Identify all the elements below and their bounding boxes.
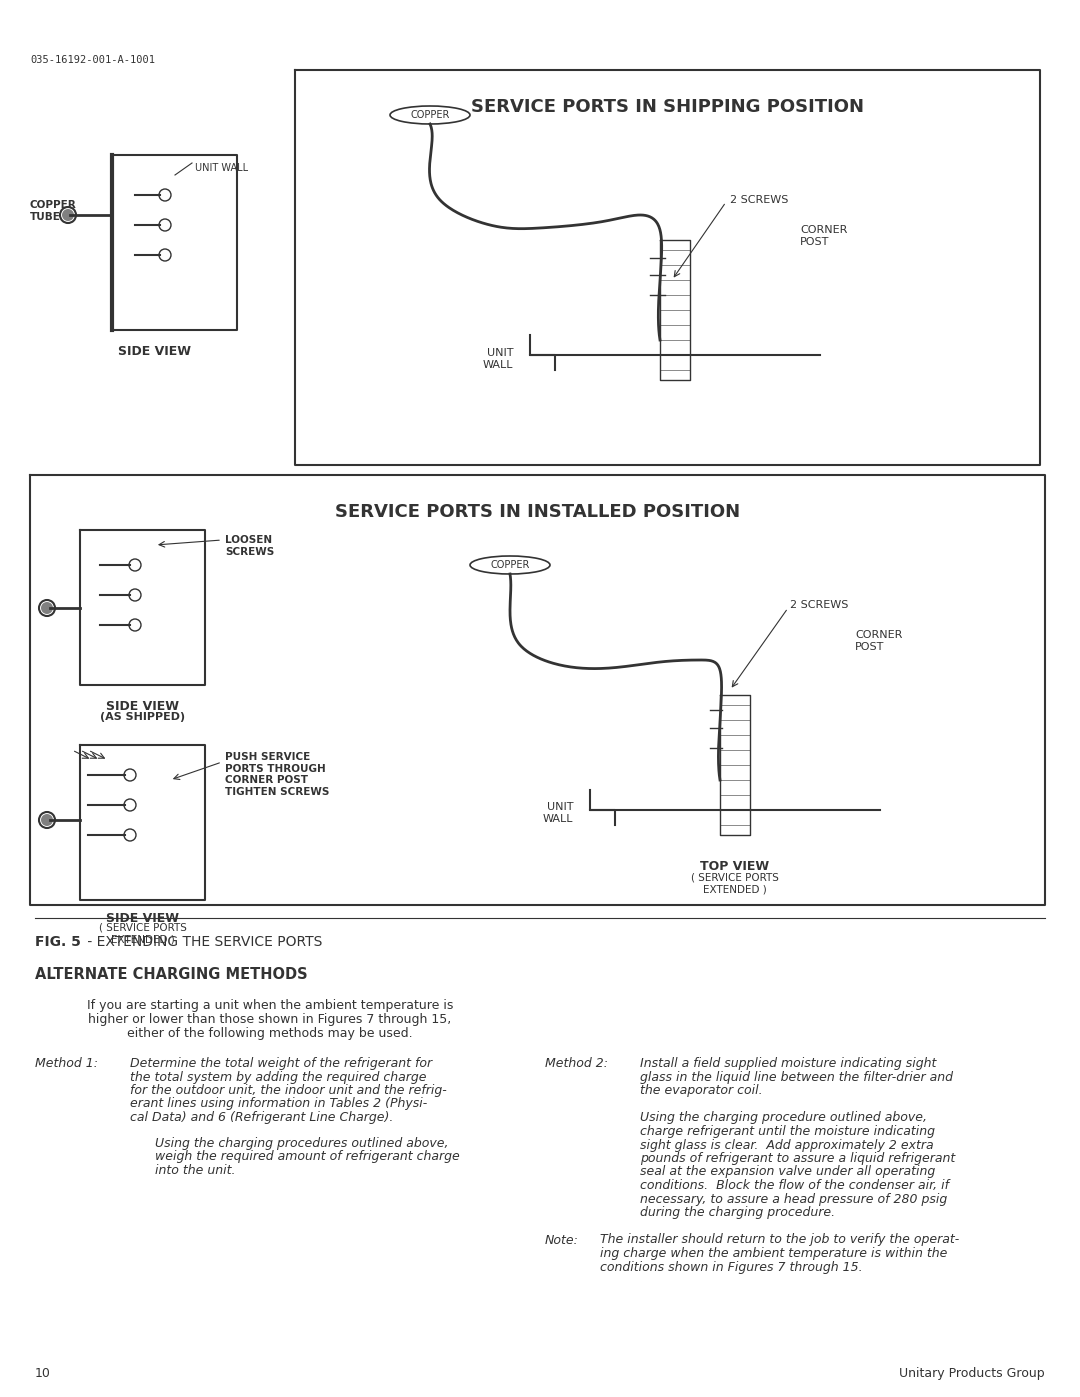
Text: glass in the liquid line between the filter-drier and: glass in the liquid line between the fil… [640, 1070, 953, 1084]
Circle shape [41, 602, 53, 615]
Text: SIDE VIEW: SIDE VIEW [107, 912, 179, 925]
Text: CORNER
POST: CORNER POST [855, 630, 903, 651]
Text: TOP VIEW: TOP VIEW [701, 861, 770, 873]
Text: Unitary Products Group: Unitary Products Group [900, 1368, 1045, 1380]
Text: EXTENDED ): EXTENDED ) [111, 935, 175, 944]
Text: COPPER: COPPER [410, 110, 449, 120]
Text: COPPER
TUBE: COPPER TUBE [30, 200, 77, 222]
Text: SIDE VIEW: SIDE VIEW [119, 345, 191, 358]
Text: EXTENDED ): EXTENDED ) [703, 884, 767, 894]
Text: 2 SCREWS: 2 SCREWS [730, 196, 788, 205]
Text: The installer should return to the job to verify the operat-: The installer should return to the job t… [600, 1234, 959, 1246]
Text: erant lines using information in Tables 2 (Physi-: erant lines using information in Tables … [130, 1098, 428, 1111]
Text: conditions shown in Figures 7 through 15.: conditions shown in Figures 7 through 15… [600, 1260, 863, 1274]
Text: the total system by adding the required charge: the total system by adding the required … [130, 1070, 427, 1084]
Circle shape [41, 814, 53, 826]
Text: pounds of refrigerant to assure a liquid refrigerant: pounds of refrigerant to assure a liquid… [640, 1153, 955, 1165]
Text: Install a field supplied moisture indicating sight: Install a field supplied moisture indica… [640, 1058, 936, 1070]
Text: WALL: WALL [483, 360, 513, 370]
Text: necessary, to assure a head pressure of 280 psig: necessary, to assure a head pressure of … [640, 1193, 947, 1206]
Text: PUSH SERVICE
PORTS THROUGH
CORNER POST
TIGHTEN SCREWS: PUSH SERVICE PORTS THROUGH CORNER POST T… [225, 752, 329, 796]
Text: ( SERVICE PORTS: ( SERVICE PORTS [99, 923, 187, 933]
Text: UNIT: UNIT [546, 802, 573, 812]
Text: cal Data) and 6 (Refrigerant Line Charge).: cal Data) and 6 (Refrigerant Line Charge… [130, 1111, 393, 1125]
Text: WALL: WALL [542, 814, 573, 824]
Text: (AS SHIPPED): (AS SHIPPED) [100, 712, 186, 722]
Ellipse shape [470, 556, 550, 574]
Text: UNIT: UNIT [486, 348, 513, 358]
Text: into the unit.: into the unit. [156, 1164, 235, 1176]
Text: 2 SCREWS: 2 SCREWS [789, 599, 849, 610]
Text: 035-16192-001-A-1001: 035-16192-001-A-1001 [30, 54, 156, 66]
Text: sight glass is clear.  Add approximately 2 extra: sight glass is clear. Add approximately … [640, 1139, 933, 1151]
Text: Using the charging procedures outlined above,: Using the charging procedures outlined a… [156, 1137, 448, 1150]
Text: ing charge when the ambient temperature is within the: ing charge when the ambient temperature … [600, 1248, 947, 1260]
Text: either of the following methods may be used.: either of the following methods may be u… [127, 1027, 413, 1039]
Text: FIG. 5: FIG. 5 [35, 935, 81, 949]
Text: LOOSEN
SCREWS: LOOSEN SCREWS [225, 535, 274, 556]
Text: ALTERNATE CHARGING METHODS: ALTERNATE CHARGING METHODS [35, 967, 308, 982]
Text: during the charging procedure.: during the charging procedure. [640, 1206, 835, 1220]
Text: Using the charging procedure outlined above,: Using the charging procedure outlined ab… [640, 1112, 927, 1125]
Ellipse shape [390, 106, 470, 124]
Text: charge refrigerant until the moisture indicating: charge refrigerant until the moisture in… [640, 1125, 935, 1139]
Text: SERVICE PORTS IN SHIPPING POSITION: SERVICE PORTS IN SHIPPING POSITION [471, 98, 864, 116]
Text: If you are starting a unit when the ambient temperature is: If you are starting a unit when the ambi… [86, 999, 454, 1011]
Text: higher or lower than those shown in Figures 7 through 15,: higher or lower than those shown in Figu… [89, 1013, 451, 1025]
Text: SERVICE PORTS IN INSTALLED POSITION: SERVICE PORTS IN INSTALLED POSITION [335, 503, 740, 521]
Text: Determine the total weight of the refrigerant for: Determine the total weight of the refrig… [130, 1058, 432, 1070]
Text: SIDE VIEW: SIDE VIEW [107, 700, 179, 712]
Text: UNIT WALL: UNIT WALL [195, 163, 248, 173]
Text: for the outdoor unit, the indoor unit and the refrig-: for the outdoor unit, the indoor unit an… [130, 1084, 447, 1097]
Text: conditions.  Block the flow of the condenser air, if: conditions. Block the flow of the conden… [640, 1179, 949, 1192]
Text: Note:: Note: [545, 1234, 579, 1246]
Text: CORNER
POST: CORNER POST [800, 225, 848, 247]
Text: weigh the required amount of refrigerant charge: weigh the required amount of refrigerant… [156, 1150, 460, 1162]
Text: COPPER: COPPER [490, 560, 529, 570]
Text: the evaporator coil.: the evaporator coil. [640, 1084, 762, 1097]
Circle shape [62, 210, 75, 221]
Text: 10: 10 [35, 1368, 51, 1380]
Text: Method 2:: Method 2: [545, 1058, 608, 1070]
Text: - EXTENDING THE SERVICE PORTS: - EXTENDING THE SERVICE PORTS [83, 935, 322, 949]
Text: ( SERVICE PORTS: ( SERVICE PORTS [691, 872, 779, 882]
Text: Method 1:: Method 1: [35, 1058, 98, 1070]
Text: seal at the expansion valve under all operating: seal at the expansion valve under all op… [640, 1165, 935, 1179]
